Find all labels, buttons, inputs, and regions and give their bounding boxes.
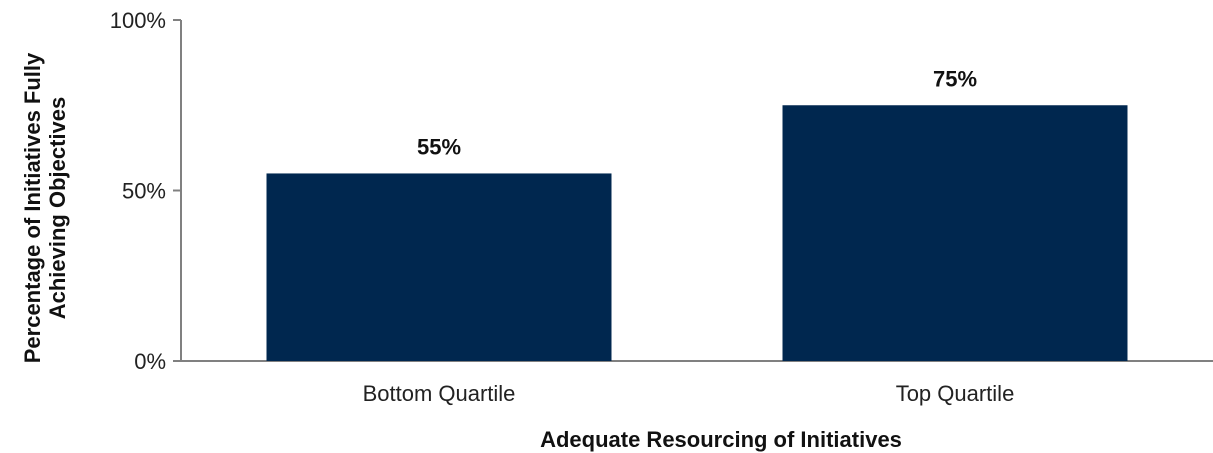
data-label: 75% [933, 66, 977, 91]
x-tick-label: Bottom Quartile [363, 381, 516, 406]
y-tick-label: 50% [122, 179, 166, 204]
y-tick-label: 100% [110, 8, 166, 33]
y-axis-title: Percentage of Initiatives Fully Achievin… [20, 52, 70, 363]
y-axis-title-line-2: Achieving Objectives [45, 97, 70, 320]
data-label: 55% [417, 134, 461, 159]
x-axis-title: Adequate Resourcing of Initiatives [540, 427, 902, 452]
bar-top-quartile [782, 105, 1128, 361]
y-tick-label: 0% [134, 349, 166, 374]
x-tick-label: Top Quartile [896, 381, 1015, 406]
y-axis-title-line-1: Percentage of Initiatives Fully [20, 52, 45, 363]
bar-bottom-quartile [266, 173, 612, 361]
